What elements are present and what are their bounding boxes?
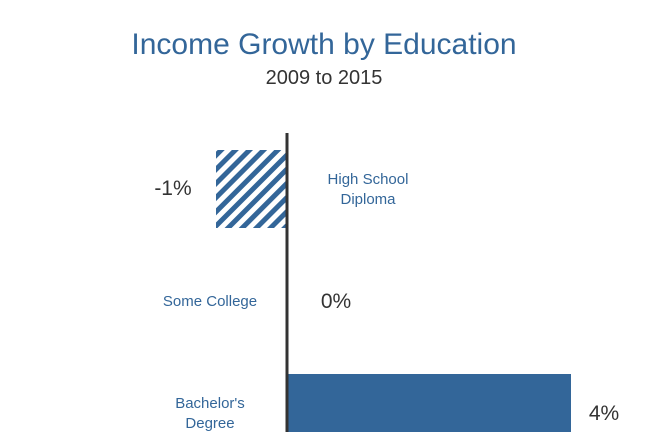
chart-subtitle: 2009 to 2015 (265, 67, 383, 89)
value-label: -1% (154, 177, 191, 200)
category-label: Bachelor's Degree (175, 395, 245, 432)
value-label: 4% (589, 402, 619, 425)
category-label: Some College (163, 293, 257, 310)
value-label: 0% (321, 290, 351, 313)
category-label: High School Diploma (328, 171, 409, 208)
bar-3 (287, 374, 571, 432)
chart-title: Income Growth by Education (131, 28, 517, 61)
bar-1 (216, 150, 287, 228)
